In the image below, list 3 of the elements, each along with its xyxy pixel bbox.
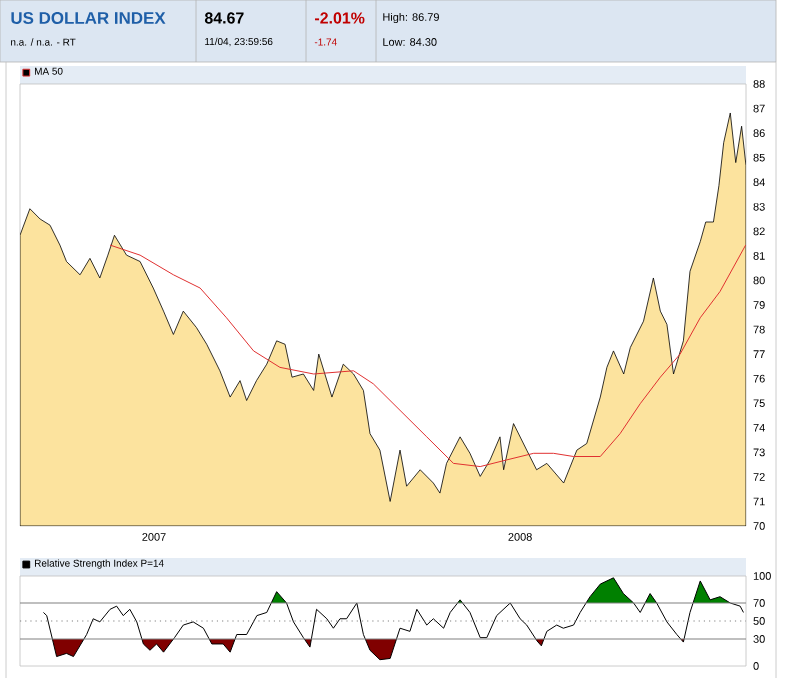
line-series: [42, 577, 744, 661]
chart-title: US DOLLAR INDEX: [11, 12, 166, 24]
line-series: [109, 244, 747, 468]
